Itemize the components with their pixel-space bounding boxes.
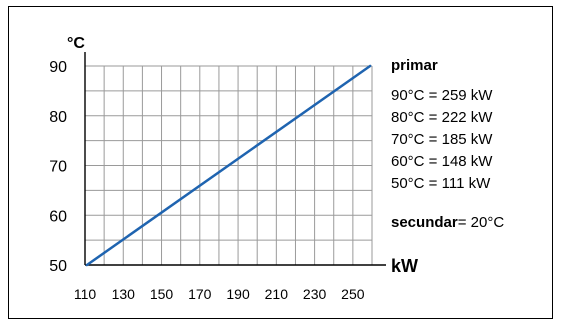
y-axis-label: °C — [67, 35, 85, 52]
legend-entry: 70°C = 185 kW — [391, 131, 493, 148]
x-tick-label: 190 — [226, 286, 250, 302]
axes — [84, 52, 386, 266]
legend-entry: 80°C = 222 kW — [391, 109, 493, 126]
legend-secondary-label: secundar — [391, 214, 458, 231]
legend-primary-title: primar — [391, 57, 438, 74]
y-tick-label: 80 — [49, 109, 67, 126]
x-axis-label: kW — [391, 256, 418, 276]
y-tick-label: 60 — [49, 208, 67, 225]
x-tick-label: 110 — [74, 286, 97, 302]
legend-secondary-value: = 20°C — [457, 214, 505, 231]
x-tick-label: 230 — [303, 286, 327, 302]
legend-entry: 60°C = 148 kW — [391, 153, 493, 170]
x-tick-label: 170 — [188, 286, 212, 302]
series-marks — [85, 64, 372, 267]
y-tick-label: 90 — [49, 59, 67, 76]
legend-entry: 90°C = 259 kW — [391, 87, 493, 104]
legend-entry: 50°C = 111 kW — [391, 175, 491, 192]
series-line — [85, 64, 372, 267]
tick-labels: 110 130 150 170 190 210 230 250 50 60 70 80 90 — [49, 59, 365, 302]
legend-secondary: secundar= 20°C — [391, 214, 504, 231]
x-tick-label: 210 — [265, 286, 289, 302]
y-tick-label: 50 — [49, 258, 67, 275]
x-tick-label: 150 — [150, 286, 174, 302]
y-tick-label: 70 — [49, 159, 67, 176]
chart-frame — [8, 6, 553, 319]
x-tick-label: 250 — [341, 286, 365, 302]
x-tick-label: 130 — [112, 286, 136, 302]
